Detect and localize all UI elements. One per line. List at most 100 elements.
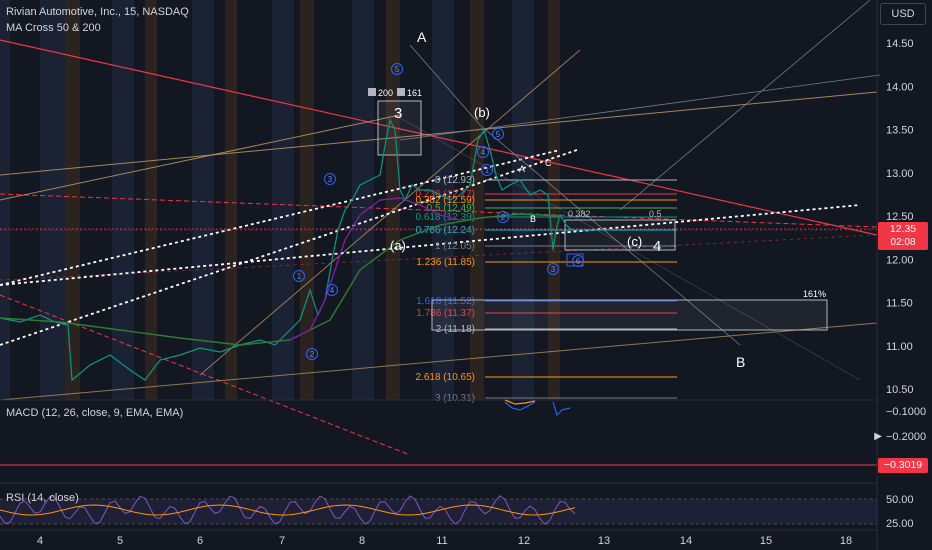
- volume-tags: 200 161 0.382 0.5: [368, 88, 662, 219]
- mini-label-A: A: [519, 164, 525, 174]
- wave-counts: 1 2 3 4 5 1 2 3 4 5 6: [293, 63, 584, 360]
- wave-count-circle: [492, 128, 504, 140]
- wave-count-number: 2: [310, 350, 315, 359]
- volume-tag-161: 161: [407, 88, 422, 98]
- wave-count-circle: [481, 164, 493, 176]
- wave-count-number: 5: [496, 130, 501, 139]
- fib-level-label: 0.5 (12.49): [427, 203, 475, 214]
- wave-count-circle: [391, 63, 403, 75]
- macd-value-tag: −0.3019: [878, 458, 928, 473]
- macd-line: [504, 401, 536, 411]
- price-tick: 12.50: [886, 211, 914, 223]
- time-tick: 7: [279, 535, 285, 547]
- time-tick: 6: [197, 535, 203, 547]
- rsi-line: [0, 495, 576, 525]
- price-tick: 10.50: [886, 384, 914, 396]
- wave-label-3: 3: [394, 105, 402, 122]
- fib-level-label: 1.786 (11.37): [416, 308, 475, 319]
- rsi-label[interactable]: RSI (14, close): [6, 492, 79, 504]
- time-tick: 13: [598, 535, 610, 547]
- session-bands: [0, 0, 560, 400]
- price-tick: 13.50: [886, 125, 914, 137]
- time-tick: 5: [117, 535, 123, 547]
- fib-level-label: 1.618 (11.52): [416, 296, 475, 307]
- time-tick: 18: [840, 535, 852, 547]
- time-axis[interactable]: 4 5 6 7 8 11 12 13 14 15 18: [37, 535, 852, 547]
- wave-label-c: (c): [627, 234, 642, 249]
- indicator-label[interactable]: MA Cross 50 & 200: [6, 22, 101, 34]
- time-tick: 4: [37, 535, 43, 547]
- wave-count-number: 3: [328, 175, 333, 184]
- wave-count-number: 2: [501, 213, 506, 222]
- ma-200-line: [289, 197, 461, 341]
- wave-count-circle: [306, 348, 318, 360]
- macd-tick-2: −0.2000: [886, 431, 927, 443]
- wave-count-circle: [497, 211, 509, 223]
- macd-signal-line: [504, 399, 536, 405]
- mini-label-C: C: [545, 158, 552, 168]
- wave-count-number: 4: [330, 286, 335, 295]
- wave-label-a: (a): [390, 238, 406, 253]
- wave-count-circle: [326, 284, 338, 296]
- rsi-band: [0, 499, 877, 524]
- countdown-tag: 02:08: [878, 235, 928, 250]
- price-tick: 12.00: [886, 254, 914, 266]
- macd-line-2: [552, 401, 571, 417]
- price-tick: 11.00: [886, 341, 913, 353]
- price-tick: 14.50: [886, 38, 914, 50]
- price-tick: 13.00: [886, 168, 914, 180]
- wave-count-circle: [547, 263, 559, 275]
- time-tick: 11: [436, 535, 447, 547]
- fib-level-label: 0 (12.93): [435, 175, 475, 186]
- price-tick: 14.00: [886, 81, 914, 93]
- time-tick: 8: [359, 535, 365, 547]
- wave-count-circle: [572, 255, 584, 267]
- fib-level-label: 0.618 (12.39): [416, 212, 476, 223]
- wave-count-number: 3: [551, 265, 556, 274]
- fib-level-label: 2.618 (10.65): [416, 372, 476, 383]
- fib-retracement[interactable]: 0 (12.93)0.236 (12.77)0.382 (12.59)0.5 (…: [416, 175, 678, 404]
- time-tick: 15: [760, 535, 772, 547]
- mini-fib-0382: 0.382: [568, 209, 591, 219]
- wave-count-number: 5: [395, 65, 400, 74]
- wave-count-circle: [477, 146, 489, 158]
- price-series[interactable]: [0, 118, 573, 382]
- chart-title: Rivian Automotive, Inc., 15, NASDAQ: [6, 6, 189, 18]
- wave-label-4: 4: [653, 238, 661, 255]
- wave-label-B: B: [736, 354, 745, 370]
- fib-level-label: 0.382 (12.59): [416, 195, 476, 206]
- wave-labels: A 3 (b) (a) (c) 4 B 161% A B C: [390, 29, 826, 370]
- fib-level-label: 1 (12.05): [435, 241, 475, 252]
- wave-count-circle: [293, 270, 305, 282]
- fib-level-label: 0.236 (12.77): [416, 189, 476, 200]
- wave-label-A: A: [417, 29, 427, 45]
- wave-count-number: 1: [297, 272, 302, 281]
- current-price-tag: 12.35: [878, 222, 928, 237]
- rsi-tick-25: 25.00: [886, 518, 914, 530]
- fib-level-label: 1.236 (11.85): [416, 257, 475, 268]
- time-tick: 12: [518, 535, 530, 547]
- trend-lines[interactable]: [0, 0, 881, 456]
- wave-label-b: (b): [474, 105, 490, 120]
- rsi-tick-50: 50.00: [886, 494, 914, 506]
- wave-count-circle: [324, 173, 336, 185]
- ma-50-line: [0, 213, 561, 346]
- currency-button[interactable]: USD: [880, 3, 926, 25]
- price-axis[interactable]: 14.50 14.00 13.50 13.00 12.50 12.00 11.50 11.00…: [886, 38, 914, 396]
- wave-count-number: 4: [481, 148, 486, 157]
- wave-count-number: 1: [485, 166, 490, 175]
- drawing-boxes[interactable]: [377, 100, 828, 331]
- macd-tick-1: −0.1000: [886, 406, 927, 418]
- wave-count-number: 6: [576, 257, 581, 266]
- volume-tag-200: 200: [378, 88, 393, 98]
- mini-label-B: B: [530, 214, 536, 224]
- macd-label[interactable]: MACD (12, 26, close, 9, EMA, EMA): [6, 407, 184, 419]
- mini-fib-05: 0.5: [649, 209, 662, 219]
- collapse-arrow-icon[interactable]: ▶: [874, 431, 882, 442]
- fib-level-label: 0.786 (12.24): [416, 225, 476, 236]
- fib-level-label: 3 (10.31): [435, 393, 475, 404]
- label-161-percent: 161%: [803, 289, 826, 299]
- rsi-ma-line: [0, 504, 576, 516]
- time-tick: 14: [680, 535, 692, 547]
